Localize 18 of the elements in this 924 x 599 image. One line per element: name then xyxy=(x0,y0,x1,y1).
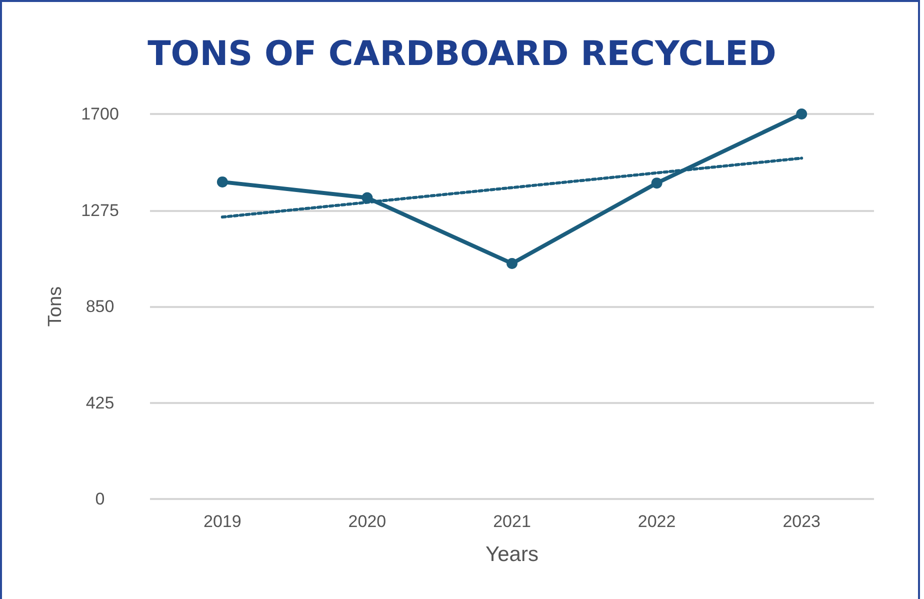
x-tick-label: 2020 xyxy=(348,512,386,531)
point xyxy=(651,178,662,189)
chart-title: TONS OF CARDBOARD RECYCLED xyxy=(148,34,776,74)
x-tick-label: 2019 xyxy=(203,512,242,531)
y-tick-label: 850 xyxy=(86,297,114,316)
y-tick-label: 0 xyxy=(95,490,105,508)
point xyxy=(362,192,373,204)
y-tick-label: 425 xyxy=(86,393,114,412)
point xyxy=(796,108,808,120)
y-axis-title: Tons xyxy=(45,286,66,327)
point xyxy=(216,176,228,188)
y-tick-label: 1700 xyxy=(81,104,119,124)
x-tick-label: 2021 xyxy=(493,512,531,531)
x-axis-title: Years xyxy=(486,543,538,566)
x-tick-label: 2022 xyxy=(638,512,676,531)
x-tick-label: 2023 xyxy=(782,512,821,531)
y-tick-label: 1275 xyxy=(81,200,119,220)
point xyxy=(506,258,518,269)
